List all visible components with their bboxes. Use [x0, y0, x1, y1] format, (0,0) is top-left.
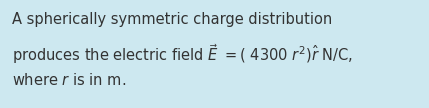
- Text: produces the electric field $\vec{E}$ $=($ 4300 $r^2$$)\hat{r}$ N/C,: produces the electric field $\vec{E}$ $=…: [12, 42, 353, 66]
- Text: A spherically symmetric charge distribution: A spherically symmetric charge distribut…: [12, 12, 332, 27]
- Text: where $r$ is in m.: where $r$ is in m.: [12, 72, 126, 88]
